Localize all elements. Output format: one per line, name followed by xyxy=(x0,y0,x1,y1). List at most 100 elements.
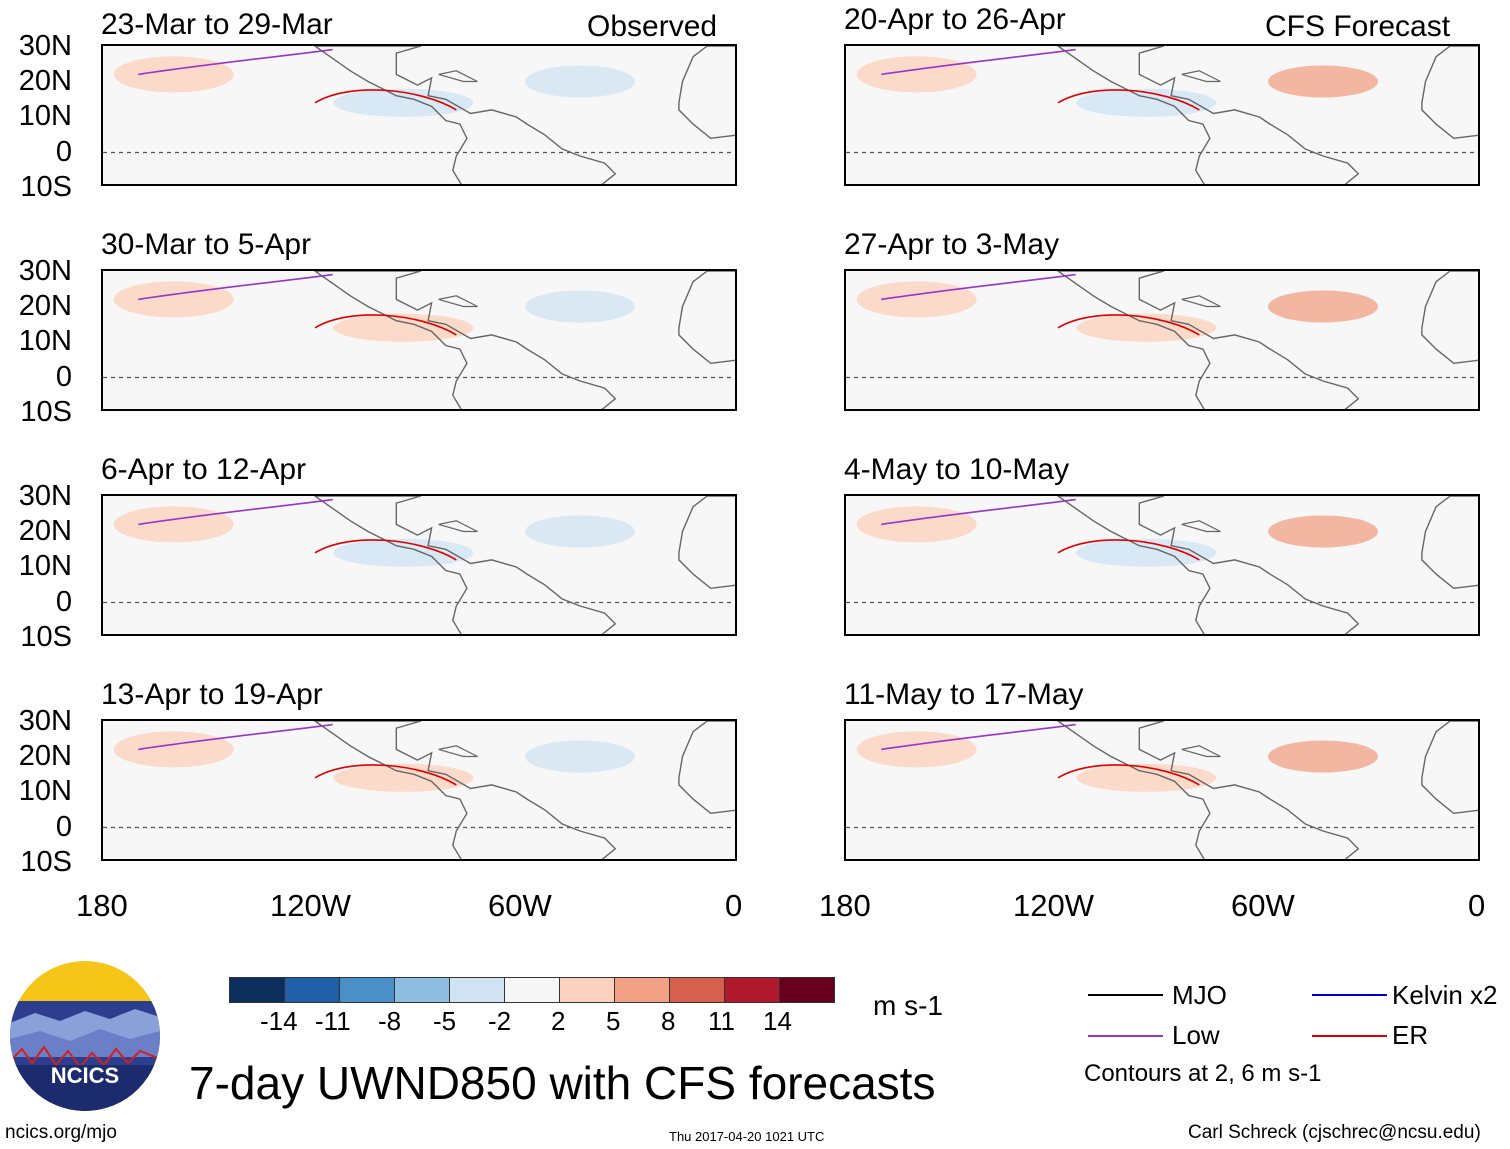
colorbar-swatch xyxy=(449,978,504,1002)
ncics-logo: NCICS xyxy=(10,961,160,1111)
atlantic-anomaly xyxy=(1268,740,1378,773)
lon-label: 0 xyxy=(1468,888,1486,923)
atlantic-anomaly xyxy=(525,740,635,773)
er-contour xyxy=(314,89,457,111)
low-contour xyxy=(138,48,333,76)
panel-title-obs-3: 6-Apr to 12-Apr xyxy=(101,453,307,486)
legend-label-kelvin: Kelvin x2 xyxy=(1392,980,1498,1010)
map-canvas xyxy=(846,46,1478,184)
wind-anomaly xyxy=(333,763,474,792)
panel-title-obs-2: 30-Mar to 5-Apr xyxy=(101,228,312,261)
westerly-anomaly xyxy=(856,731,977,768)
cuba-coastline xyxy=(438,520,478,533)
colorbar-tick: -11 xyxy=(315,1006,351,1036)
africa-coastline xyxy=(678,721,735,815)
atlantic-anomaly xyxy=(525,515,635,548)
panel-title-obs-4: 13-Apr to 19-Apr xyxy=(101,678,323,711)
er-contour xyxy=(314,539,457,561)
legend-line-kelvin xyxy=(1312,994,1387,996)
wind-anomaly xyxy=(1076,763,1217,792)
lat-label: 10S xyxy=(20,621,72,653)
lat-label: 30N xyxy=(18,255,72,287)
colorbar-tick: 11 xyxy=(708,1006,735,1036)
map-panel-fc-1 xyxy=(844,44,1480,186)
legend-line-mjo xyxy=(1088,994,1163,996)
colorbar-swatch xyxy=(614,978,669,1002)
map-panel-obs-4 xyxy=(101,719,737,861)
americas-coastline xyxy=(313,721,617,859)
legend-label-low: Low xyxy=(1172,1020,1220,1050)
colorbar-tick: 2 xyxy=(551,1006,566,1036)
westerly-anomaly xyxy=(113,506,234,543)
lat-label: 30N xyxy=(18,705,72,737)
map-canvas xyxy=(103,496,735,634)
cuba-coastline xyxy=(1181,295,1221,308)
lon-label: 120W xyxy=(1013,888,1094,923)
lat-label: 10N xyxy=(18,325,72,357)
cuba-coastline xyxy=(438,295,478,308)
americas-coastline xyxy=(313,46,617,184)
colorbar-swatch xyxy=(779,978,834,1002)
westerly-anomaly xyxy=(113,56,234,93)
lon-label: 180 xyxy=(819,888,871,923)
footer-url[interactable]: ncics.org/mjo xyxy=(5,1122,117,1143)
wind-anomaly xyxy=(1076,313,1217,342)
panel-title-obs-1: 23-Mar to 29-Mar xyxy=(101,8,333,41)
colorbar-swatch xyxy=(559,978,614,1002)
colorbar-tick: 14 xyxy=(763,1006,792,1036)
lat-label: 30N xyxy=(18,30,72,62)
er-contour xyxy=(1057,89,1200,111)
er-contour xyxy=(314,764,457,786)
lon-label: 60W xyxy=(488,888,552,923)
low-contour xyxy=(138,498,333,526)
lon-label: 0 xyxy=(725,888,743,923)
wind-anomaly xyxy=(1076,538,1217,567)
atlantic-anomaly xyxy=(1268,515,1378,548)
low-contour xyxy=(138,723,333,751)
colorbar-units: m s-1 xyxy=(873,990,943,1021)
lat-label: 0 xyxy=(55,586,72,618)
africa-coastline xyxy=(1421,46,1478,140)
cuba-coastline xyxy=(1181,70,1221,83)
map-panel-fc-4 xyxy=(844,719,1480,861)
low-contour xyxy=(881,48,1076,76)
colorbar-tick: -14 xyxy=(260,1006,298,1036)
panel-title-fc-3: 4-May to 10-May xyxy=(844,453,1070,486)
lon-label: 180 xyxy=(76,888,128,923)
low-contour xyxy=(881,273,1076,301)
map-canvas xyxy=(103,721,735,859)
lon-label: 120W xyxy=(270,888,351,923)
lat-label: 10S xyxy=(20,171,72,203)
lat-label: 20N xyxy=(18,65,72,97)
colorbar-tick: 8 xyxy=(661,1006,676,1036)
americas-coastline xyxy=(1056,721,1360,859)
panel-title-fc-2: 27-Apr to 3-May xyxy=(844,228,1060,261)
map-panel-fc-2 xyxy=(844,269,1480,411)
colorbar-swatch xyxy=(230,978,284,1002)
westerly-anomaly xyxy=(113,731,234,768)
legend-label-er: ER xyxy=(1392,1020,1429,1050)
low-contour xyxy=(881,723,1076,751)
er-contour xyxy=(1057,539,1200,561)
figure-title: 7-day UWND850 with CFS forecasts xyxy=(189,1057,936,1109)
contours-note: Contours at 2, 6 m s-1 xyxy=(1084,1060,1322,1087)
lat-label: 10N xyxy=(18,100,72,132)
americas-coastline xyxy=(1056,271,1360,409)
lat-label: 0 xyxy=(55,136,72,168)
americas-coastline xyxy=(1056,496,1360,634)
atlantic-anomaly xyxy=(1268,65,1378,98)
colorbar-tick: -5 xyxy=(433,1006,457,1036)
americas-coastline xyxy=(1056,46,1360,184)
map-panel-obs-1 xyxy=(101,44,737,186)
colorbar-swatch xyxy=(504,978,559,1002)
er-contour xyxy=(1057,314,1200,336)
colorbar-tick: -2 xyxy=(488,1006,512,1036)
africa-coastline xyxy=(678,46,735,140)
cfs-forecast-label: CFS Forecast xyxy=(1265,10,1451,43)
lat-label: 20N xyxy=(18,515,72,547)
colorbar-swatch xyxy=(394,978,449,1002)
wind-anomaly xyxy=(1076,88,1217,117)
westerly-anomaly xyxy=(113,281,234,318)
americas-coastline xyxy=(313,496,617,634)
low-contour xyxy=(881,498,1076,526)
